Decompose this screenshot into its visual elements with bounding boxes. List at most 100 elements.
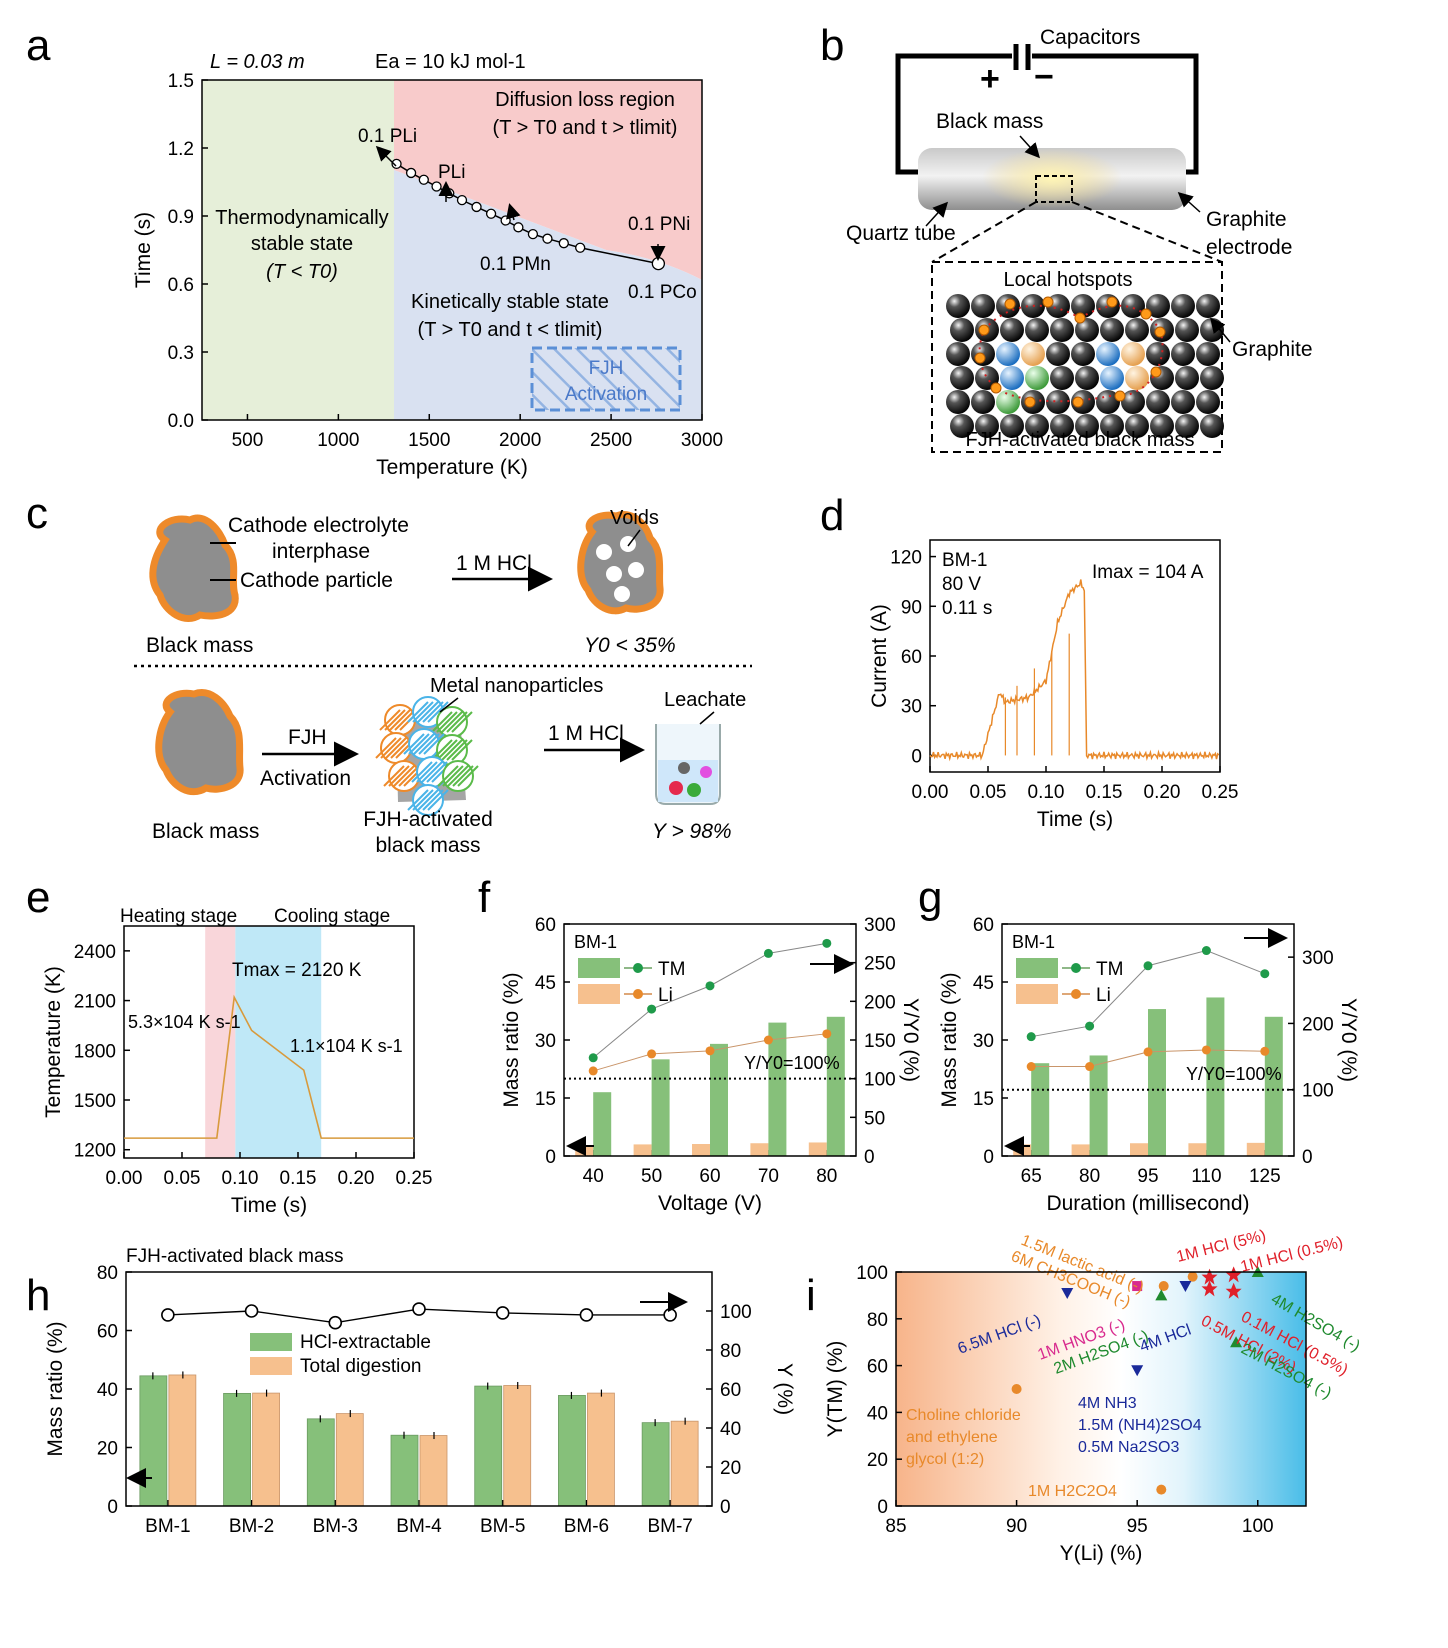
graphite-ball — [1146, 294, 1170, 318]
diffusion-region — [394, 80, 702, 280]
boundary-point — [431, 181, 442, 192]
panel-f: 40 50 60 70 80 0 15 30 45 60 Voltage (V) Mass ratio… — [500, 915, 922, 1215]
plus-sign: + — [980, 60, 1000, 98]
panel-label-h: h — [26, 1271, 50, 1320]
graphite-ball — [1121, 294, 1145, 318]
cei-label-2: interphase — [272, 540, 370, 563]
graphite-ball — [1196, 342, 1220, 366]
point-tm — [822, 938, 832, 948]
ann-01PMn: 0.1 PMn — [480, 254, 551, 275]
temperature-trace — [124, 994, 414, 1139]
fjh-label-2: Activation — [260, 767, 351, 790]
y-tick-label: 2100 — [74, 992, 116, 1013]
hcl-label-1: 1 M HCl — [456, 552, 532, 575]
y-tick-label: 30 — [901, 697, 922, 718]
y2-tick-label: 300 — [864, 915, 896, 936]
y-tick-label: 100 — [856, 1263, 888, 1284]
x-tick-label: BM-6 — [564, 1516, 609, 1537]
x-tick-label: 0.25 — [1202, 782, 1239, 803]
boundary-point — [418, 174, 429, 185]
hotspot — [974, 352, 986, 364]
graphite-ball — [1075, 414, 1099, 438]
fjh-label-2: Activation — [565, 384, 647, 405]
x-tick-label: 60 — [699, 1166, 720, 1187]
d-ann-v: 80 V — [942, 574, 981, 595]
y-tick-label: 15 — [535, 1089, 556, 1110]
x-axis-label: Temperature (K) — [376, 456, 528, 479]
np-hatch — [442, 765, 464, 787]
graphite-ball — [1100, 318, 1124, 342]
np-hatch — [417, 789, 439, 811]
x-tick-label: 40 — [583, 1166, 604, 1187]
d-ann-t: 0.11 s — [942, 598, 992, 619]
bar-tm — [1148, 1009, 1166, 1156]
y-tick-label: 60 — [535, 915, 556, 936]
graphite-ball — [1146, 390, 1170, 414]
y-tick-label: 1.5 — [168, 71, 194, 92]
point-y — [495, 1306, 510, 1320]
x-tick-label: 125 — [1249, 1166, 1281, 1187]
y-tick-label: 0.0 — [168, 411, 194, 432]
y2-tick-label: 0 — [1302, 1147, 1313, 1168]
black-mass-glow — [982, 148, 1122, 208]
bar-hcl — [390, 1434, 419, 1507]
rate1-label: 5.3×104 K s-1 — [128, 1012, 241, 1032]
fjh-black-mass-label: FJH-activated black mass — [966, 429, 1195, 451]
y2-tick-label: 50 — [864, 1108, 885, 1129]
voids-label: Voids — [610, 507, 659, 529]
f-legend-li: Li — [658, 985, 673, 1006]
point-li — [647, 1049, 657, 1059]
hotspot-path — [978, 304, 1164, 403]
np-hatch — [451, 739, 473, 761]
graphite-ball — [1100, 414, 1124, 438]
y-tick-label: 40 — [97, 1380, 118, 1401]
panel-e: 0.00 0.05 0.10 0.15 0.20 0.25 1200 1500 1800 2100… — [42, 906, 432, 1217]
x-axis-label: Time (s) — [1037, 808, 1113, 831]
np-hatch — [446, 739, 468, 761]
graphite-ball — [950, 366, 974, 390]
point-li — [1026, 1062, 1036, 1072]
y2-axis-label: Y/Y0 (%) — [1337, 998, 1360, 1082]
y-tick-label: 1.2 — [168, 139, 194, 160]
y-tick-label: 45 — [535, 973, 556, 994]
y-tick-label: 45 — [973, 973, 994, 994]
point-square — [1132, 1281, 1143, 1292]
np-hatch — [441, 739, 463, 761]
boundary-point — [391, 158, 402, 170]
np-hatch — [441, 711, 463, 733]
graphite-ball — [1050, 414, 1074, 438]
y2-tick-label: 0 — [864, 1147, 875, 1168]
y-tick-label: 60 — [867, 1357, 888, 1378]
local-hotspots-label: Local hotspots — [1004, 269, 1133, 291]
graphite-ball — [1096, 294, 1120, 318]
x-tick-label: 50 — [641, 1166, 662, 1187]
x-tick-label: 80 — [816, 1166, 837, 1187]
point-star — [1201, 1268, 1218, 1285]
y-axis-label: Temperature (K) — [42, 966, 65, 1118]
x-axis-label: Voltage (V) — [658, 1192, 762, 1215]
diffusion-label-1: Diffusion loss region — [495, 89, 675, 111]
panel-h: BM-1 BM-2 BM-3 BM-4 BM-5 BM-6 BM-7 0 20 40 60 80 Mas… — [44, 1246, 796, 1537]
y-tick-label: 1500 — [74, 1091, 116, 1112]
x-tick-label: 0.10 — [1028, 782, 1065, 803]
cathode-particle-top — [149, 514, 239, 622]
graphite-ball — [971, 294, 995, 318]
boundary-point — [471, 201, 482, 213]
y-tick-label: 0 — [107, 1497, 118, 1518]
point-star — [1201, 1280, 1218, 1297]
boundary-point — [558, 238, 569, 249]
y-tick-label: 20 — [867, 1450, 888, 1471]
stable-label-3: (T < T0) — [266, 261, 338, 283]
metal-nanoparticles — [375, 696, 479, 816]
bar-hcl — [139, 1375, 168, 1507]
point-tm — [1085, 1021, 1095, 1031]
chart-i: 85 90 95 100 0 20 40 60 80 100 Y(Li) (%) Y(TM) (%) — [824, 1263, 1274, 1565]
x-tick-label: BM-5 — [480, 1516, 525, 1537]
point-triangle-up — [1230, 1336, 1243, 1348]
bar-tm — [710, 1043, 728, 1156]
black-mass-top-label: Black mass — [146, 634, 253, 657]
bar-li — [808, 1142, 827, 1156]
y-tick-label: 90 — [901, 597, 922, 618]
